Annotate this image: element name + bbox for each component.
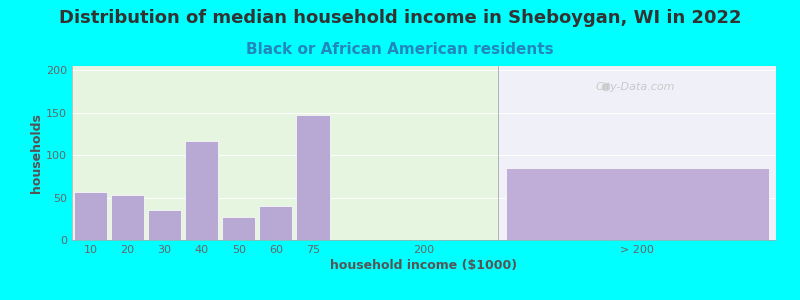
Text: Black or African American residents: Black or African American residents [246,42,554,57]
Text: City-Data.com: City-Data.com [595,82,675,92]
Y-axis label: households: households [30,113,43,193]
Bar [296,115,330,240]
Bar [111,195,144,240]
Bar [259,206,293,240]
Bar [222,217,255,240]
Bar [498,66,794,240]
Bar [185,141,218,240]
Bar [74,192,107,240]
Text: ●: ● [601,82,610,92]
Bar [72,66,498,240]
Bar [148,210,182,240]
Text: Distribution of median household income in Sheboygan, WI in 2022: Distribution of median household income … [58,9,742,27]
Bar [506,168,769,240]
X-axis label: household income ($1000): household income ($1000) [330,259,518,272]
